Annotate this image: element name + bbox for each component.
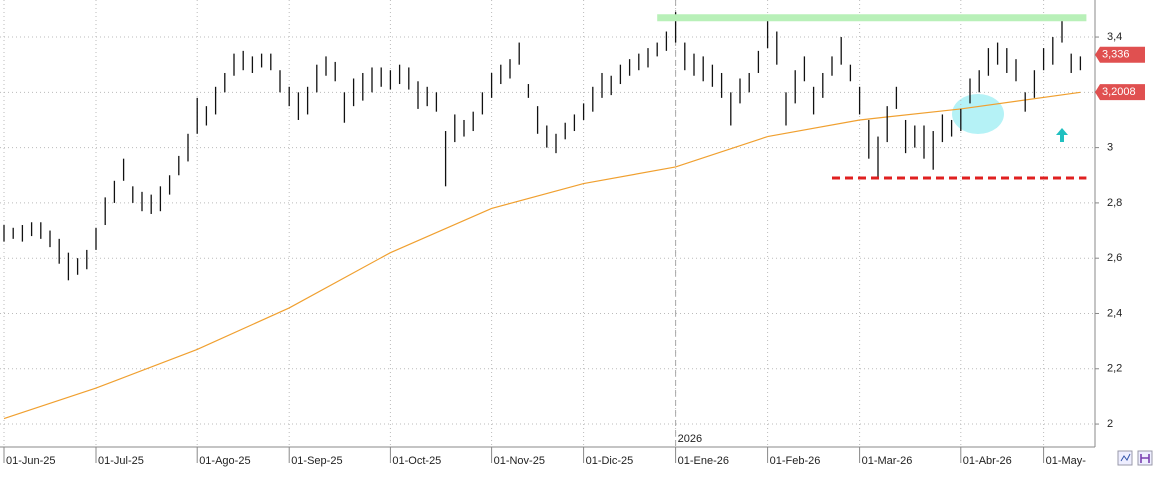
y-tick-label: 3	[1107, 142, 1113, 154]
icon-glyph	[1140, 454, 1150, 463]
toolbar-icons[interactable]	[1117, 450, 1153, 466]
x-tick-label: 01-Jun-25	[6, 455, 56, 467]
x-tick-label: 01-Abr-26	[963, 455, 1012, 467]
x-tick-label: 01-Dic-25	[586, 455, 634, 467]
x-tick-label: 01-Jul-25	[98, 455, 144, 467]
y-tick-label: 2	[1107, 418, 1113, 430]
x-tick-label: 01-Ene-26	[678, 455, 729, 467]
icon-glyph	[1120, 453, 1131, 462]
x-tick-label: 01-May-	[1046, 455, 1087, 467]
y-tick-label: 2,6	[1107, 252, 1122, 264]
x-tick-label: 01-Ago-25	[199, 455, 250, 467]
x-tick-label: 01-Oct-25	[392, 455, 441, 467]
up-arrow	[1056, 128, 1068, 142]
y-tick-label: 2,8	[1107, 197, 1122, 209]
x-tick-label: 01-Sep-25	[291, 455, 342, 467]
price-tag	[1095, 84, 1145, 101]
highlight-ellipse	[952, 94, 1004, 134]
y-tick-label: 2,2	[1107, 363, 1122, 375]
x-tick-label: 01-Nov-25	[494, 455, 545, 467]
price-tag-label: 3,336	[1102, 49, 1130, 61]
y-tick-label: 2,4	[1107, 307, 1122, 319]
price-tag	[1095, 46, 1145, 63]
sma-line	[3, 91, 1081, 420]
price-tag-label: 3,2008	[1102, 86, 1136, 98]
y-tick-label: 3,4	[1107, 31, 1122, 43]
x-tick-label: 01-Feb-26	[770, 455, 821, 467]
x-tick-label: 01-Mar-26	[862, 455, 913, 467]
year-label: 2026	[678, 433, 702, 445]
